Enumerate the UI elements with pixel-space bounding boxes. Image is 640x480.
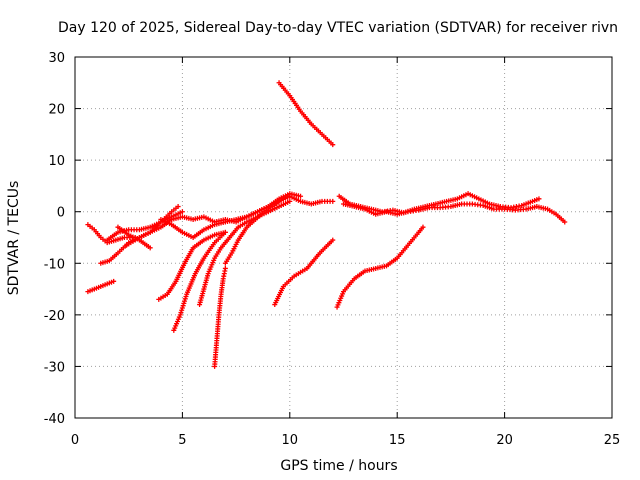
x-tick-label: 20 [496,433,513,448]
series-pass-12 [222,193,293,266]
x-tick-label: 10 [282,433,299,448]
data-series [85,80,568,369]
y-tick-label: -10 [44,257,65,272]
data-point [562,219,568,225]
data-point [111,278,117,284]
series-pass-15 [334,224,426,310]
grid-lines [75,57,612,418]
y-tick-label: 10 [48,154,65,169]
y-tick-label: -40 [44,412,65,427]
x-axis-label: GPS time / hours [280,458,397,474]
data-point [287,198,293,204]
data-point [222,265,228,271]
data-point [147,245,153,251]
data-point [420,224,426,230]
y-axis-label: SDTVAR / TECUs [6,181,22,296]
data-point [330,237,336,243]
data-point [287,193,293,199]
y-tick-label: -20 [44,309,65,324]
series-pass-11 [212,265,228,369]
y-tick-label: 30 [48,51,65,66]
series-pass-17 [341,201,568,225]
series-pass-14 [272,237,336,308]
data-point [179,209,185,215]
plot-area-frame [74,56,613,419]
data-point [222,229,228,235]
x-tick-label: 5 [178,433,186,448]
y-tick-label: 0 [57,206,65,221]
y-tick-label: 20 [48,103,65,118]
data-point [330,198,336,204]
data-point [330,142,336,148]
x-tick-label: 0 [71,433,79,448]
series-pass-13 [276,80,336,148]
x-tick-label: 25 [604,433,621,448]
series-pass-1 [85,278,117,295]
data-point [175,204,181,210]
axis-ticks: 0 5 10 15 20 25 -40 -30 -20 -10 0 10 20 30 [44,51,621,448]
series-pass-7 [158,191,304,240]
chart-title: Day 120 of 2025, Sidereal Day-to-day VTE… [58,20,618,36]
series-pass-3 [98,204,181,266]
x-tick-label: 15 [389,433,406,448]
series-pass-9 [171,229,228,333]
data-point [536,196,542,202]
y-tick-label: -30 [44,360,65,375]
data-point [298,193,304,199]
